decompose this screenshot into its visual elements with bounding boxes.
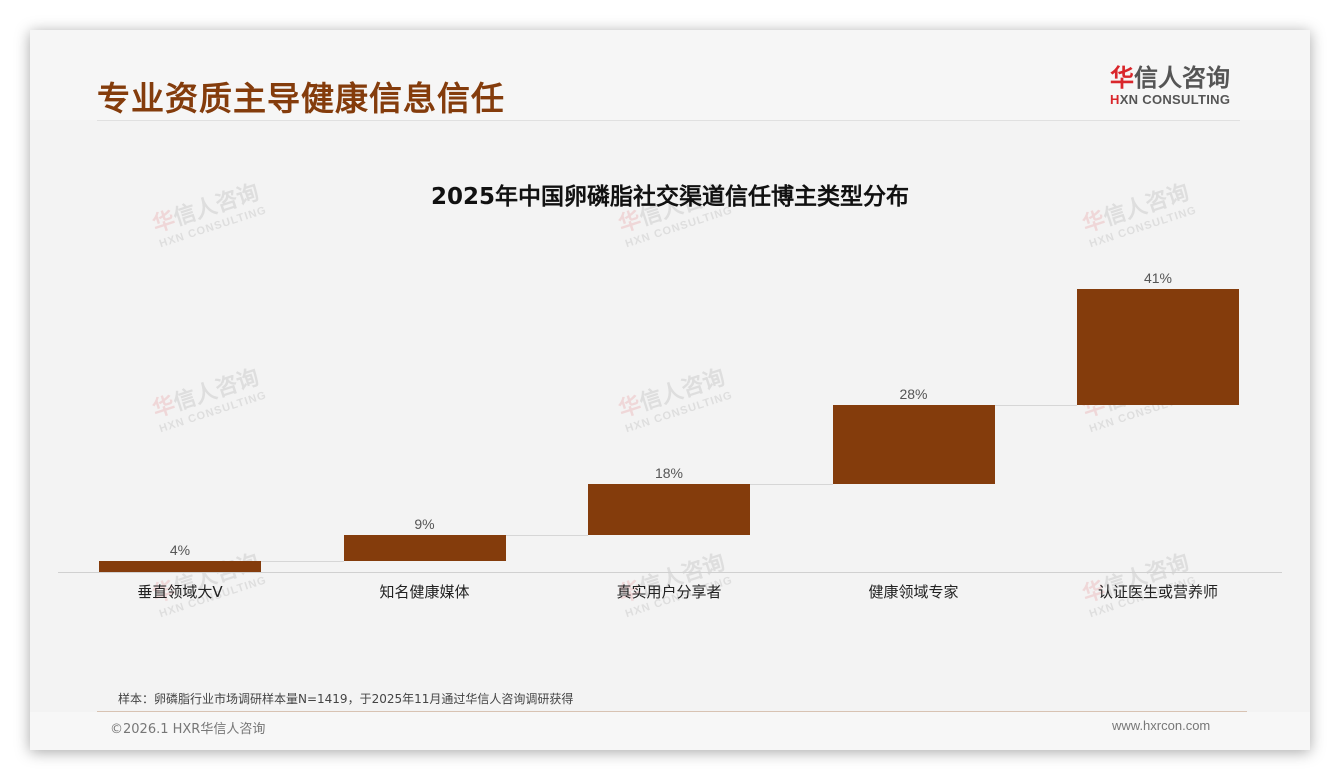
footer: [30, 712, 1310, 750]
page-title: 专业资质主导健康信息信任: [97, 79, 505, 118]
slide: 专业资质主导健康信息信任 华信人咨询 HXN CONSULTING 华信人咨询 H…: [30, 30, 1310, 750]
x-axis-line: [58, 572, 1282, 573]
footer-divider: [97, 711, 1247, 712]
logo-en-accent: H: [1110, 92, 1120, 107]
bar-2: [343, 535, 506, 561]
category-label: 健康领域专家: [868, 583, 959, 601]
sample-note: 样本：卵磷脂行业市场调研样本量N=1419，于2025年11月通过华信人咨询调研…: [118, 692, 574, 706]
connector-line: [994, 405, 1077, 407]
bar-3: [588, 484, 750, 536]
copyright: ©2026.1 HXR华信人咨询: [110, 722, 266, 737]
website-link[interactable]: www.hxrcon.com: [1112, 718, 1211, 733]
category-label: 垂直领域大V: [137, 583, 223, 601]
connector-line: [750, 484, 833, 486]
logo-en-text: XN CONSULTING: [1119, 92, 1231, 107]
bar-value-label: 18%: [654, 465, 684, 482]
category-label: 认证医生或营养师: [1097, 583, 1218, 601]
logo-cn-text: 信人咨询: [1134, 64, 1230, 92]
bar-1: [99, 560, 261, 572]
connector-line: [505, 535, 588, 537]
bar-value-label: 9%: [414, 516, 435, 533]
connector-line: [261, 560, 344, 562]
header-divider: [97, 120, 1240, 121]
category-label: 知名健康媒体: [379, 583, 470, 601]
header: 专业资质主导健康信息信任 华信人咨询 HXN CONSULTING: [30, 30, 1310, 120]
brand-logo: 华信人咨询 HXN CONSULTING: [1110, 64, 1240, 107]
logo-cn-accent: 华: [1110, 64, 1134, 92]
bar-5: [1077, 289, 1239, 406]
bar-4: [832, 405, 995, 485]
chart-title: 2025年中国卵磷脂社交渠道信任博主类型分布: [430, 184, 909, 210]
bar-value-label: 4%: [169, 541, 191, 558]
bar-value-label: 28%: [899, 386, 928, 403]
waterfall-chart: 4% 垂直领域大V 9% 知名健康媒体 18% 真实用户分享者 28% 健康领域专家 41% 认证…: [30, 30, 1310, 750]
bar-value-label: 41%: [1143, 270, 1173, 286]
category-label: 真实用户分享者: [616, 583, 722, 601]
